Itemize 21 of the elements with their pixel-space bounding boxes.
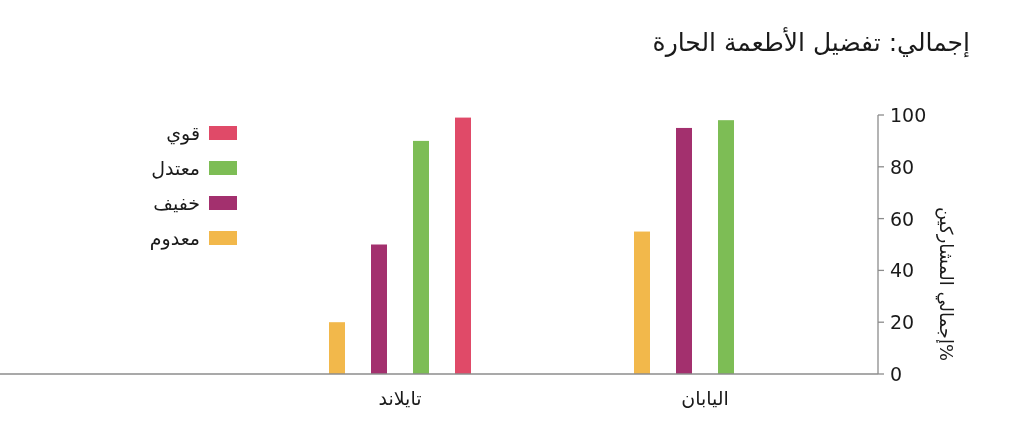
bar <box>718 120 734 374</box>
legend-label: معتدل <box>151 157 200 179</box>
bar <box>455 117 471 374</box>
y-tick-label: 0 <box>890 363 903 385</box>
bar <box>413 140 429 374</box>
y-tick-label: 80 <box>890 155 915 178</box>
bar <box>676 127 692 374</box>
chart-title: إجمالي: تفضيل الأطعمة الحارة <box>652 25 970 58</box>
y-tick-label: 40 <box>890 259 915 282</box>
legend-label: خفيف <box>153 192 200 214</box>
y-axis-title: %إجمالي المشاركين <box>934 206 957 362</box>
bar <box>634 231 650 374</box>
legend-label: معدوم <box>149 227 200 250</box>
y-tick-label: 100 <box>890 104 927 126</box>
legend-label: قوي <box>166 122 200 145</box>
y-tick-label: 20 <box>890 311 915 334</box>
x-tick-label: اليابان <box>681 387 729 409</box>
bar <box>329 322 345 374</box>
y-tick-label: 60 <box>890 207 915 230</box>
bar <box>371 244 387 374</box>
x-tick-label: تايلاند <box>378 387 422 409</box>
